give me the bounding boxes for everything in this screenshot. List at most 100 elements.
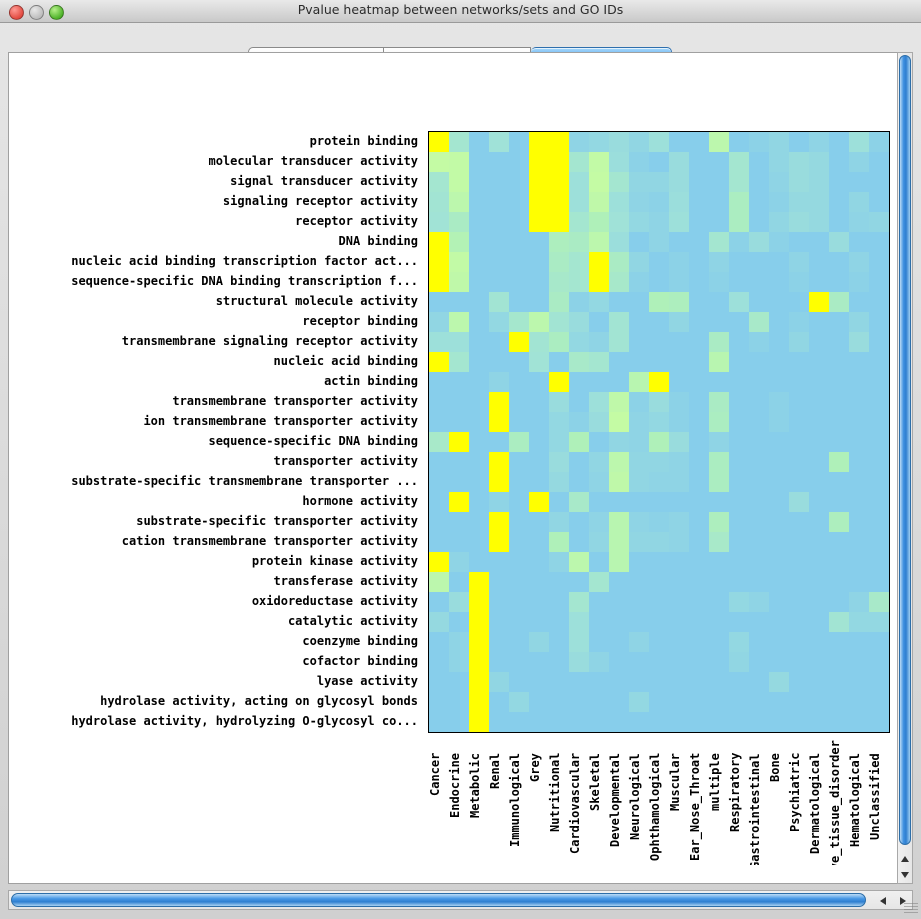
heatmap-cell[interactable]: [589, 712, 609, 732]
heatmap-cell[interactable]: [549, 132, 569, 152]
heatmap-cell[interactable]: [429, 492, 449, 512]
heatmap-cell[interactable]: [669, 652, 689, 672]
heatmap-cell[interactable]: [489, 512, 509, 532]
heatmap-cell[interactable]: [729, 232, 749, 252]
heatmap-cell[interactable]: [709, 652, 729, 672]
heatmap-cell[interactable]: [729, 332, 749, 352]
heatmap-cell[interactable]: [429, 692, 449, 712]
heatmap-cell[interactable]: [509, 192, 529, 212]
heatmap-cell[interactable]: [669, 432, 689, 452]
heatmap-cell[interactable]: [529, 272, 549, 292]
heatmap-cell[interactable]: [789, 252, 809, 272]
heatmap-cell[interactable]: [509, 552, 529, 572]
heatmap-cell[interactable]: [829, 492, 849, 512]
heatmap-cell[interactable]: [629, 292, 649, 312]
heatmap-cell[interactable]: [849, 572, 869, 592]
heatmap-cell[interactable]: [669, 672, 689, 692]
heatmap-cell[interactable]: [429, 572, 449, 592]
heatmap-cell[interactable]: [689, 552, 709, 572]
heatmap-cell[interactable]: [609, 552, 629, 572]
heatmap-cell[interactable]: [449, 672, 469, 692]
heatmap-cell[interactable]: [489, 172, 509, 192]
heatmap-cell[interactable]: [749, 232, 769, 252]
heatmap-cell[interactable]: [549, 352, 569, 372]
heatmap-cell[interactable]: [469, 392, 489, 412]
heatmap-cell[interactable]: [529, 492, 549, 512]
heatmap-cell[interactable]: [829, 652, 849, 672]
heatmap-cell[interactable]: [729, 652, 749, 672]
heatmap-cell[interactable]: [689, 232, 709, 252]
heatmap-cell[interactable]: [829, 312, 849, 332]
heatmap-cell[interactable]: [509, 612, 529, 632]
heatmap-cell[interactable]: [629, 172, 649, 192]
heatmap-cell[interactable]: [709, 632, 729, 652]
heatmap-cell[interactable]: [629, 652, 649, 672]
heatmap-cell[interactable]: [529, 652, 549, 672]
heatmap-cell[interactable]: [469, 212, 489, 232]
heatmap-cell[interactable]: [589, 652, 609, 672]
heatmap-cell[interactable]: [849, 132, 869, 152]
heatmap-cell[interactable]: [709, 252, 729, 272]
heatmap-cell[interactable]: [549, 672, 569, 692]
heatmap-cell[interactable]: [669, 172, 689, 192]
heatmap-cell[interactable]: [529, 592, 549, 612]
heatmap-cell[interactable]: [729, 552, 749, 572]
heatmap-cell[interactable]: [709, 532, 729, 552]
heatmap-cell[interactable]: [609, 152, 629, 172]
heatmap-cell[interactable]: [709, 272, 729, 292]
heatmap-cell[interactable]: [829, 212, 849, 232]
heatmap-cell[interactable]: [869, 192, 889, 212]
heatmap-cell[interactable]: [649, 672, 669, 692]
heatmap-cell[interactable]: [849, 512, 869, 532]
heatmap-cell[interactable]: [449, 272, 469, 292]
resize-grip-icon[interactable]: [904, 903, 918, 917]
heatmap-cell[interactable]: [489, 712, 509, 732]
heatmap-cell[interactable]: [609, 512, 629, 532]
heatmap-cell[interactable]: [749, 292, 769, 312]
heatmap-cell[interactable]: [829, 532, 849, 552]
heatmap-cell[interactable]: [549, 592, 569, 612]
heatmap-cell[interactable]: [509, 532, 529, 552]
heatmap-cell[interactable]: [769, 232, 789, 252]
heatmap-cell[interactable]: [689, 692, 709, 712]
heatmap-cell[interactable]: [789, 372, 809, 392]
heatmap-cell[interactable]: [769, 552, 789, 572]
heatmap-cell[interactable]: [649, 492, 669, 512]
heatmap-cell[interactable]: [449, 492, 469, 512]
heatmap-cell[interactable]: [669, 252, 689, 272]
heatmap-cell[interactable]: [809, 172, 829, 192]
heatmap-cell[interactable]: [729, 492, 749, 512]
heatmap-cell[interactable]: [469, 612, 489, 632]
heatmap-cell[interactable]: [549, 252, 569, 272]
heatmap-cell[interactable]: [869, 532, 889, 552]
heatmap-cell[interactable]: [869, 412, 889, 432]
heatmap-cell[interactable]: [449, 352, 469, 372]
heatmap-cell[interactable]: [829, 712, 849, 732]
heatmap-cell[interactable]: [429, 132, 449, 152]
heatmap-cell[interactable]: [849, 672, 869, 692]
heatmap-cell[interactable]: [509, 472, 529, 492]
heatmap-cell[interactable]: [569, 272, 589, 292]
heatmap-cell[interactable]: [809, 632, 829, 652]
heatmap-cell[interactable]: [489, 312, 509, 332]
heatmap-cell[interactable]: [829, 612, 849, 632]
heatmap-cell[interactable]: [509, 412, 529, 432]
heatmap-cell[interactable]: [789, 672, 809, 692]
heatmap-cell[interactable]: [809, 352, 829, 372]
heatmap-cell[interactable]: [789, 292, 809, 312]
heatmap-cell[interactable]: [669, 712, 689, 732]
heatmap-cell[interactable]: [749, 512, 769, 532]
heatmap-cell[interactable]: [809, 572, 829, 592]
heatmap-cell[interactable]: [569, 432, 589, 452]
heatmap-cell[interactable]: [809, 432, 829, 452]
horizontal-scrollbar-thumb[interactable]: [11, 893, 866, 907]
heatmap-cell[interactable]: [669, 192, 689, 212]
heatmap-cell[interactable]: [769, 352, 789, 372]
heatmap-cell[interactable]: [869, 612, 889, 632]
heatmap-cell[interactable]: [729, 432, 749, 452]
heatmap-cell[interactable]: [469, 292, 489, 312]
heatmap-cell[interactable]: [609, 192, 629, 212]
heatmap-cell[interactable]: [829, 472, 849, 492]
heatmap-cell[interactable]: [509, 432, 529, 452]
heatmap-cell[interactable]: [689, 572, 709, 592]
